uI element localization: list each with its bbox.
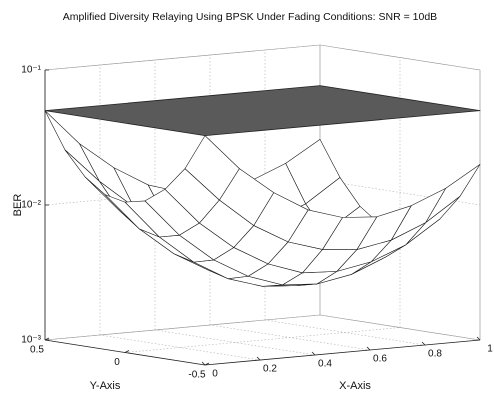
z-tick-label: 10⁻² [21,200,41,211]
surface-cell [184,135,240,201]
grid-line [44,179,321,206]
tick-mark [311,351,316,356]
x-tick-label: 1 [487,344,493,355]
x-tick-label: 0 [212,369,218,380]
tick-mark [476,336,481,341]
tick-mark [124,350,130,353]
tick-mark [44,337,50,341]
tick-mark [201,361,206,366]
x-axis-label: X-Axis [339,380,371,392]
y-axis-label: Y-Axis [90,380,121,392]
y-tick-label: 0.5 [30,345,44,356]
grid-line [44,314,321,341]
z-tick-label: 10⁻³ [21,335,41,346]
grid-line [154,329,316,356]
tick-mark [366,346,371,351]
axes-edge [204,339,481,366]
x-tick-label: 0.8 [428,349,442,360]
z-axis-label: BER [12,194,24,217]
plane-surface [44,85,481,137]
y-tick-label: 0 [114,357,120,368]
x-tick-label: 0.2 [263,364,277,375]
x-tick-label: 0.4 [318,359,332,370]
x-tick-label: 0.6 [373,354,387,365]
grid-line [44,44,321,71]
tick-mark [421,341,426,346]
z-tick-label: 10⁻¹ [21,65,41,76]
grid-line [319,179,481,206]
grid-line [124,327,401,353]
chart-title: Amplified Diversity Relaying Using BPSK … [63,11,437,23]
y-tick-label: -0.5 [188,370,206,381]
grid-line [99,334,261,361]
tick-mark [256,356,261,361]
tick-mark [204,362,210,366]
